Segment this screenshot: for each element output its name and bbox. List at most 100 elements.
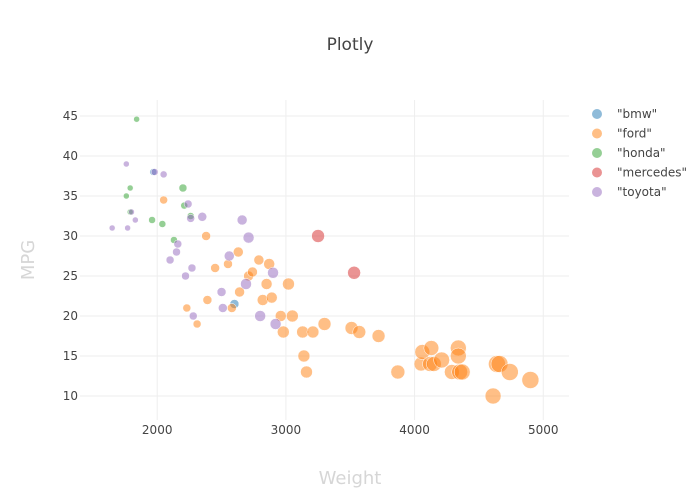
data-point-ford[interactable] bbox=[201, 231, 211, 241]
data-point-ford[interactable] bbox=[352, 325, 366, 339]
data-point-honda[interactable] bbox=[126, 184, 134, 192]
y-tick-label: 15 bbox=[63, 349, 78, 363]
data-point-ford[interactable] bbox=[423, 340, 440, 356]
y-tick-label: 10 bbox=[63, 389, 78, 403]
data-point-honda[interactable] bbox=[123, 192, 130, 200]
data-point-toyota[interactable] bbox=[123, 160, 130, 168]
data-point-ford[interactable] bbox=[306, 325, 320, 339]
data-point-ford[interactable] bbox=[192, 319, 202, 329]
data-point-toyota[interactable] bbox=[216, 287, 227, 297]
data-point-ford[interactable] bbox=[450, 347, 467, 365]
data-point-toyota[interactable] bbox=[187, 263, 197, 273]
plot-area[interactable] bbox=[108, 115, 540, 405]
data-point-toyota[interactable] bbox=[173, 239, 183, 249]
data-point-ford[interactable] bbox=[282, 277, 295, 291]
data-point-ford[interactable] bbox=[247, 266, 258, 278]
data-point-ford[interactable] bbox=[433, 351, 450, 369]
data-point-ford[interactable] bbox=[253, 254, 265, 266]
legend-item-honda[interactable]: "honda" bbox=[592, 146, 666, 160]
series-honda[interactable] bbox=[123, 115, 195, 244]
data-point-ford[interactable] bbox=[265, 291, 278, 304]
x-tick-label: 4000 bbox=[399, 423, 430, 437]
legend-label: "bmw" bbox=[617, 107, 657, 121]
data-point-toyota[interactable] bbox=[254, 310, 266, 322]
data-point-ford[interactable] bbox=[234, 286, 245, 298]
data-point-honda[interactable] bbox=[148, 216, 156, 224]
legend[interactable]: "bmw" "ford" "honda" "mercedes" "toyota" bbox=[592, 107, 687, 199]
data-point-toyota[interactable] bbox=[224, 250, 235, 262]
axis-ticks: 2000 3000 4000 5000 10 15 20 25 30 35 40 45 bbox=[63, 109, 559, 437]
data-point-toyota[interactable] bbox=[186, 214, 195, 223]
data-point-ford[interactable] bbox=[297, 349, 311, 363]
data-point-toyota[interactable] bbox=[150, 168, 159, 176]
chart-title: Plotly bbox=[327, 35, 374, 55]
data-point-toyota[interactable] bbox=[108, 224, 116, 232]
data-point-ford[interactable] bbox=[501, 363, 519, 381]
series-ford[interactable] bbox=[159, 195, 540, 405]
data-point-toyota[interactable] bbox=[218, 303, 228, 313]
data-point-toyota[interactable] bbox=[181, 271, 190, 281]
data-point-toyota[interactable] bbox=[236, 214, 248, 226]
legend-label: "ford" bbox=[617, 127, 652, 141]
x-tick-label: 2000 bbox=[142, 423, 173, 437]
data-point-toyota[interactable] bbox=[188, 311, 198, 321]
data-point-ford[interactable] bbox=[453, 363, 471, 381]
data-point-ford[interactable] bbox=[182, 303, 192, 313]
data-point-ford[interactable] bbox=[210, 263, 220, 273]
legend-item-mercedes[interactable]: "mercedes" bbox=[592, 166, 687, 180]
data-point-ford[interactable] bbox=[260, 278, 273, 290]
legend-item-toyota[interactable]: "toyota" bbox=[592, 185, 667, 199]
data-point-ford[interactable] bbox=[317, 317, 332, 331]
data-point-toyota[interactable] bbox=[124, 224, 131, 232]
x-tick-label: 5000 bbox=[528, 423, 559, 437]
y-axis-title: MPG bbox=[18, 240, 39, 280]
series-toyota[interactable] bbox=[108, 160, 282, 330]
y-tick-label: 20 bbox=[63, 309, 78, 323]
legend-label: "honda" bbox=[617, 146, 666, 160]
data-point-toyota[interactable] bbox=[240, 278, 252, 290]
data-point-ford[interactable] bbox=[300, 365, 313, 379]
data-point-toyota[interactable] bbox=[165, 255, 175, 265]
y-tick-label: 45 bbox=[63, 109, 78, 123]
x-tick-label: 3000 bbox=[271, 423, 302, 437]
data-point-ford[interactable] bbox=[390, 364, 406, 380]
data-point-toyota[interactable] bbox=[269, 318, 282, 330]
data-point-honda[interactable] bbox=[158, 220, 167, 228]
y-tick-label: 35 bbox=[63, 189, 78, 203]
series-mercedes[interactable] bbox=[311, 229, 361, 280]
legend-marker bbox=[592, 148, 602, 158]
data-point-toyota[interactable] bbox=[242, 231, 255, 244]
data-point-honda[interactable] bbox=[133, 115, 140, 123]
data-point-ford[interactable] bbox=[202, 295, 213, 305]
data-point-ford[interactable] bbox=[521, 371, 540, 389]
data-point-mercedes[interactable] bbox=[347, 266, 361, 280]
y-tick-label: 40 bbox=[63, 149, 78, 163]
data-point-toyota[interactable] bbox=[172, 247, 181, 257]
data-point-ford[interactable] bbox=[233, 246, 244, 258]
data-point-ford[interactable] bbox=[286, 309, 299, 323]
y-tick-label: 25 bbox=[63, 269, 78, 283]
legend-label: "toyota" bbox=[617, 185, 667, 199]
data-point-ford[interactable] bbox=[277, 325, 290, 339]
legend-label: "mercedes" bbox=[617, 166, 687, 180]
legend-item-ford[interactable]: "ford" bbox=[592, 127, 652, 141]
data-point-toyota[interactable] bbox=[132, 216, 139, 224]
legend-item-bmw[interactable]: "bmw" bbox=[592, 107, 657, 121]
legend-marker bbox=[592, 109, 602, 119]
data-point-toyota[interactable] bbox=[197, 212, 207, 222]
data-point-toyota[interactable] bbox=[183, 199, 193, 209]
data-point-toyota[interactable] bbox=[267, 267, 279, 279]
x-axis-title: Weight bbox=[319, 468, 382, 489]
data-point-toyota[interactable] bbox=[128, 208, 135, 216]
legend-marker bbox=[592, 167, 602, 178]
data-point-ford[interactable] bbox=[159, 195, 168, 205]
legend-marker bbox=[592, 187, 602, 197]
data-point-mercedes[interactable] bbox=[311, 229, 325, 243]
data-point-toyota[interactable] bbox=[159, 170, 168, 179]
series-bmw[interactable] bbox=[149, 168, 240, 309]
data-point-ford[interactable] bbox=[484, 387, 502, 405]
data-point-honda[interactable] bbox=[178, 183, 188, 193]
data-point-ford[interactable] bbox=[371, 329, 386, 343]
data-point-ford[interactable] bbox=[227, 303, 237, 313]
